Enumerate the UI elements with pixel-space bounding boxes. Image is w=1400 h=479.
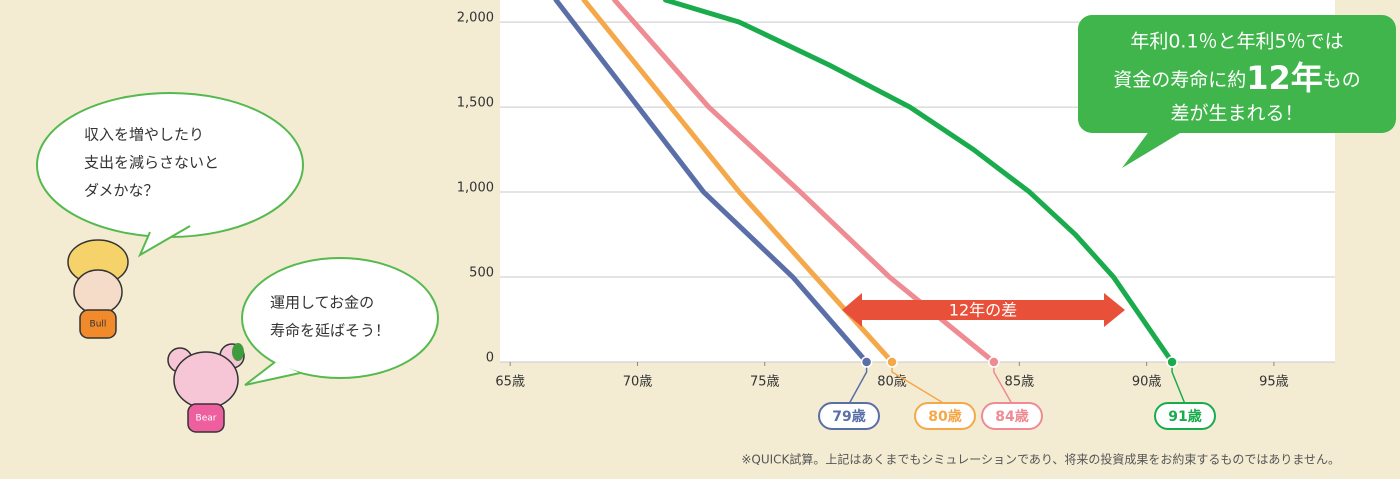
callout-text: 資金の寿命に約 [1113, 69, 1246, 91]
y-tick-label: 1,000 [457, 181, 494, 196]
end-label: 91歳 [1168, 408, 1201, 425]
character-label: Bull [90, 320, 107, 330]
x-tick-label: 80歳 [877, 375, 907, 390]
bubble-text: 収入を増やしたり [84, 126, 204, 144]
chart: 収入を増やしたり 支出を減らさないと ダメかな？ 運用してお金の 寿命を延ばそう… [0, 0, 1400, 479]
x-tick-label: 85歳 [1005, 375, 1035, 390]
y-tick-label: 2,000 [457, 11, 494, 26]
callout-text: もの [1323, 69, 1361, 91]
x-tick-label: 65歳 [495, 375, 525, 390]
end-point [862, 357, 872, 367]
bear-bubble: 運用してお金の 寿命を延ばそう！ [242, 258, 438, 385]
bubble-text: 寿命を延ばそう！ [270, 322, 390, 340]
footnote: ※QUICK試算。上記はあくまでもシミュレーションであり、将来の投資成果をお約束… [741, 452, 1340, 467]
bear-character: Bear [168, 343, 244, 432]
bull-bubble: 収入を増やしたり 支出を減らさないと ダメかな？ [37, 93, 303, 255]
bull-character: Bull [68, 240, 128, 338]
leader-line [849, 362, 867, 406]
x-tick-label: 75歳 [750, 375, 780, 390]
callout-emphasis: 12年 [1246, 59, 1323, 97]
x-tick-label: 90歳 [1132, 375, 1162, 390]
callout-text: 差が生まれる！ [1170, 103, 1303, 125]
y-tick-label: 500 [469, 266, 494, 281]
bubble-text: 支出を減らさないと [84, 154, 219, 172]
end-point [989, 357, 999, 367]
leader-line [1172, 362, 1185, 406]
callout-text: 年利0.1％と年利5％では [1130, 31, 1343, 53]
bubble-text: ダメかな？ [84, 182, 159, 200]
end-label: 80歳 [928, 408, 961, 425]
character-label: Bear [196, 414, 217, 424]
arrow-label: 12年の差 [949, 301, 1017, 320]
end-point [887, 357, 897, 367]
y-tick-label: 0 [486, 351, 494, 366]
end-label: 79歳 [832, 408, 865, 425]
x-tick-label: 70歳 [623, 375, 653, 390]
end-label: 84歳 [995, 408, 1028, 425]
y-tick-label: 1,500 [457, 96, 494, 111]
page: 収入を増やしたり 支出を減らさないと ダメかな？ 運用してお金の 寿命を延ばそう… [0, 0, 1400, 479]
end-point [1167, 357, 1177, 367]
x-tick-label: 95歳 [1259, 375, 1289, 390]
bubble-text: 運用してお金の [270, 294, 374, 312]
